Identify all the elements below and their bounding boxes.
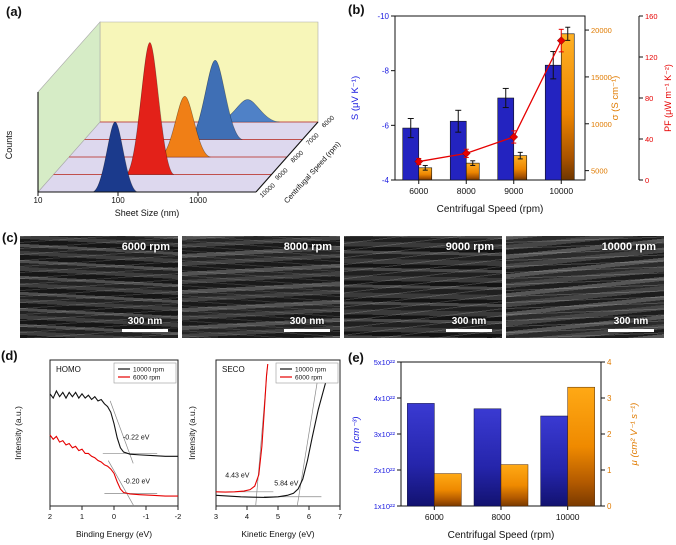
- svg-text:μ (cm² V⁻¹ s⁻¹): μ (cm² V⁻¹ s⁻¹): [629, 403, 640, 467]
- svg-text:0: 0: [112, 512, 116, 521]
- panel-label-b: (b): [348, 2, 365, 17]
- svg-text:10000 rpm: 10000 rpm: [295, 367, 326, 374]
- svg-text:PF (μW m⁻¹ K⁻²): PF (μW m⁻¹ K⁻²): [663, 64, 673, 132]
- svg-text:Counts: Counts: [4, 130, 14, 159]
- panel-label-e: (e): [348, 350, 364, 365]
- svg-text:Binding Energy (eV): Binding Energy (eV): [76, 529, 152, 539]
- panel-label-c: (c): [2, 230, 18, 245]
- sem-image-title: 6000 rpm: [121, 241, 170, 253]
- panel-e-carrier-chart: 1x10²² 2x10²² 3x10²² 4x10²² 5x10²² 0 1 2 3 4 6000 8…: [351, 358, 640, 541]
- svg-text:Sheet Size (nm): Sheet Size (nm): [115, 208, 180, 218]
- svg-text:8000: 8000: [457, 186, 476, 196]
- svg-text:S (μV K⁻¹): S (μV K⁻¹): [350, 76, 361, 120]
- svg-text:4: 4: [607, 358, 612, 367]
- sem-image-9000rpm: 9000 rpm 300 nm: [344, 236, 502, 338]
- panel-b-thermoelectric-chart: -4 -6 -8 -10 5000 10000 15000 20000 0 40 80 120 160 6…: [350, 12, 673, 215]
- svg-text:5.84 eV: 5.84 eV: [274, 480, 298, 487]
- svg-text:10000: 10000: [591, 120, 612, 129]
- svg-text:1: 1: [80, 512, 84, 521]
- svg-text:2: 2: [48, 512, 52, 521]
- svg-text:n (cm⁻³): n (cm⁻³): [351, 416, 362, 451]
- scalebar-line: [446, 329, 492, 332]
- svg-text:1: 1: [607, 466, 612, 475]
- svg-text:0: 0: [607, 502, 612, 511]
- svg-text:-2: -2: [175, 512, 182, 521]
- svg-text:100: 100: [111, 196, 125, 205]
- svg-text:3x10²²: 3x10²²: [374, 430, 396, 439]
- svg-text:20000: 20000: [591, 26, 612, 35]
- svg-text:3: 3: [214, 512, 218, 521]
- svg-text:3: 3: [607, 394, 612, 403]
- scalebar-line: [608, 329, 654, 332]
- sem-scalebar: 300 nm: [608, 316, 654, 332]
- svg-text:10000: 10000: [549, 186, 573, 196]
- svg-text:2: 2: [607, 430, 612, 439]
- panel-label-a: (a): [6, 4, 22, 19]
- svg-text:-10: -10: [377, 12, 389, 21]
- svg-text:6: 6: [307, 512, 311, 521]
- svg-text:5000: 5000: [591, 167, 608, 176]
- panel-d-homo-spectrum-chart: 2 1 0 -1 -2 HOMO -0.22 eV -0.20 eV 10000 rpm6000…: [13, 359, 182, 539]
- svg-text:15000: 15000: [591, 73, 612, 82]
- scalebar-line: [284, 329, 330, 332]
- svg-text:-0.20 eV: -0.20 eV: [124, 478, 151, 485]
- svg-text:-0.22 eV: -0.22 eV: [123, 434, 150, 441]
- svg-text:4: 4: [245, 512, 249, 521]
- scalebar-line: [122, 329, 168, 332]
- svg-text:-1: -1: [143, 512, 150, 521]
- sem-image-title: 9000 rpm: [445, 241, 494, 253]
- svg-text:80: 80: [645, 94, 653, 103]
- svg-text:6000 rpm: 6000 rpm: [295, 375, 322, 382]
- svg-text:Intensity (a.u.): Intensity (a.u.): [13, 406, 23, 460]
- svg-text:40: 40: [645, 135, 653, 144]
- svg-text:σ (S cm⁻¹): σ (S cm⁻¹): [610, 76, 621, 121]
- svg-text:2x10²²: 2x10²²: [374, 466, 396, 475]
- sem-image-title: 8000 rpm: [283, 241, 332, 253]
- svg-text:9000: 9000: [504, 186, 523, 196]
- svg-text:HOMO: HOMO: [56, 365, 81, 374]
- svg-text:-8: -8: [382, 67, 390, 76]
- sem-image-8000rpm: 8000 rpm 300 nm: [182, 236, 340, 338]
- svg-text:-4: -4: [382, 176, 390, 185]
- svg-text:4x10²²: 4x10²²: [374, 394, 396, 403]
- svg-text:Kinetic Energy (eV): Kinetic Energy (eV): [241, 529, 314, 539]
- svg-text:160: 160: [645, 12, 658, 21]
- svg-text:10000: 10000: [556, 512, 580, 522]
- sem-image-10000rpm: 10000 rpm 300 nm: [506, 236, 664, 338]
- svg-text:10: 10: [34, 196, 43, 205]
- svg-text:6000: 6000: [425, 512, 444, 522]
- svg-text:5x10²²: 5x10²²: [374, 358, 396, 367]
- svg-text:120: 120: [645, 53, 658, 62]
- sem-scalebar: 300 nm: [122, 316, 168, 332]
- svg-text:-6: -6: [382, 121, 390, 130]
- svg-text:6000: 6000: [321, 114, 337, 129]
- svg-text:1x10²²: 1x10²²: [374, 502, 396, 511]
- svg-text:Centrifugal Speed (rpm): Centrifugal Speed (rpm): [437, 204, 544, 215]
- panel-label-d: (d): [1, 348, 18, 363]
- sem-image-6000rpm: 6000 rpm 300 nm: [20, 236, 178, 338]
- sem-image-title: 10000 rpm: [601, 241, 656, 253]
- svg-text:7: 7: [338, 512, 342, 521]
- svg-text:Centrifugal Speed (rpm): Centrifugal Speed (rpm): [448, 530, 555, 541]
- svg-text:5: 5: [276, 512, 280, 521]
- svg-text:Intensity (a.u.): Intensity (a.u.): [187, 406, 197, 460]
- svg-text:6000: 6000: [409, 186, 428, 196]
- sem-scalebar: 300 nm: [284, 316, 330, 332]
- svg-text:10000 rpm: 10000 rpm: [133, 367, 164, 374]
- svg-text:SECO: SECO: [222, 365, 245, 374]
- sem-scalebar: 300 nm: [446, 316, 492, 332]
- svg-text:4.43 eV: 4.43 eV: [225, 473, 249, 480]
- svg-text:0: 0: [645, 176, 649, 185]
- svg-text:6000 rpm: 6000 rpm: [133, 375, 160, 382]
- svg-text:8000: 8000: [492, 512, 511, 522]
- svg-text:1000: 1000: [189, 196, 207, 205]
